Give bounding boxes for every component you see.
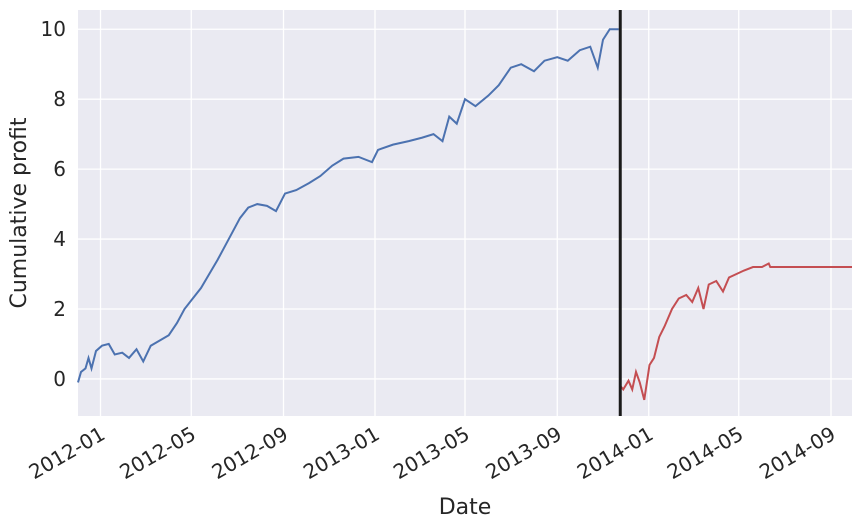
x-tick-label: 2013-01 — [299, 422, 383, 485]
y-tick-label: 6 — [53, 157, 66, 181]
x-tick-label: 2012-01 — [25, 422, 109, 485]
y-tick-label: 4 — [53, 227, 66, 251]
y-tick-label: 8 — [53, 87, 66, 111]
line-series — [619, 262, 852, 401]
x-tick-label: 2014-05 — [663, 422, 747, 485]
y-axis-label: Cumulative profit — [7, 117, 32, 308]
x-tick-label: 2012-05 — [115, 422, 199, 485]
x-tick-label: 2014-09 — [755, 422, 839, 485]
y-tick-label: 2 — [53, 297, 66, 321]
x-tick-label: 2012-09 — [208, 422, 292, 485]
x-tick-label: 2013-05 — [389, 422, 473, 485]
y-tick-label: 10 — [41, 17, 66, 41]
x-tick-label: 2014-01 — [573, 422, 657, 485]
y-tick-label: 0 — [53, 367, 66, 391]
x-axis-label: Date — [439, 495, 492, 520]
x-tick-label: 2013-09 — [481, 422, 565, 485]
line-series — [77, 28, 619, 383]
